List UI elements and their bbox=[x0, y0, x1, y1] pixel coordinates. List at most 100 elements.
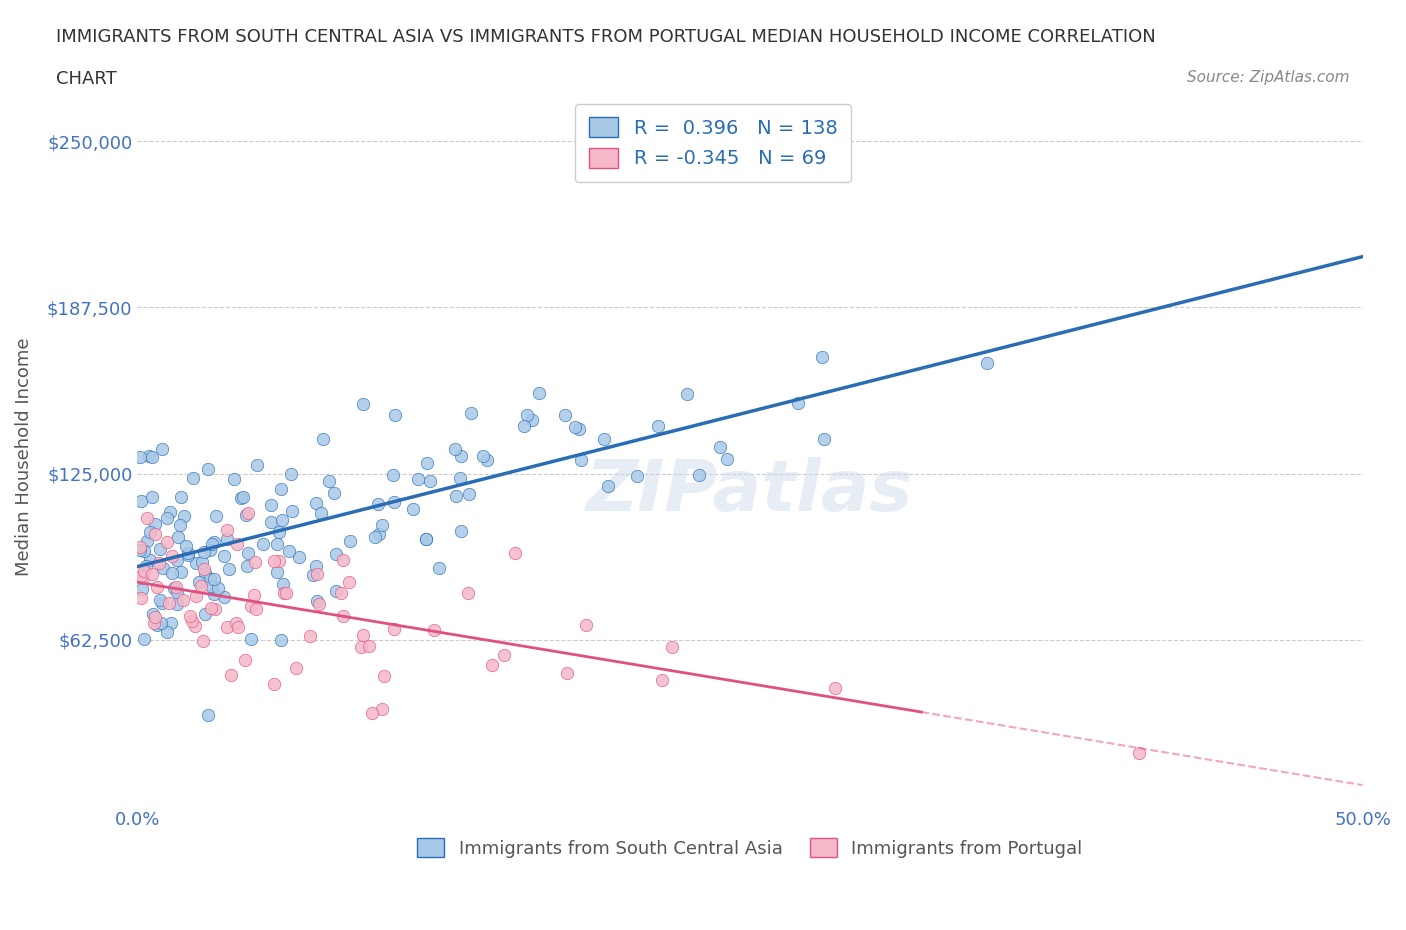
Point bbox=[236, 546, 259, 561]
Point bbox=[647, 418, 669, 433]
Point bbox=[305, 566, 328, 581]
Point bbox=[481, 658, 503, 673]
Point bbox=[150, 595, 173, 610]
Point bbox=[184, 589, 207, 604]
Point bbox=[143, 616, 166, 631]
Point bbox=[242, 588, 264, 603]
Point bbox=[709, 440, 731, 455]
Point bbox=[352, 627, 374, 642]
Point bbox=[626, 469, 648, 484]
Point bbox=[371, 517, 394, 532]
Point bbox=[132, 543, 155, 558]
Point bbox=[218, 562, 240, 577]
Point bbox=[651, 672, 673, 687]
Point bbox=[824, 681, 846, 696]
Point bbox=[529, 385, 551, 400]
Point bbox=[163, 581, 186, 596]
Point bbox=[512, 418, 534, 433]
Point bbox=[194, 606, 217, 621]
Point bbox=[1128, 745, 1150, 760]
Point bbox=[416, 456, 439, 471]
Point bbox=[136, 511, 159, 525]
Point bbox=[146, 579, 169, 594]
Point bbox=[149, 542, 172, 557]
Point bbox=[141, 566, 163, 581]
Point bbox=[200, 578, 222, 593]
Point bbox=[308, 597, 330, 612]
Point bbox=[226, 619, 249, 634]
Point bbox=[373, 669, 395, 684]
Point bbox=[811, 350, 834, 365]
Point bbox=[129, 568, 152, 583]
Point bbox=[159, 505, 181, 520]
Point bbox=[402, 501, 425, 516]
Point bbox=[352, 397, 374, 412]
Point bbox=[260, 515, 283, 530]
Point bbox=[169, 518, 191, 533]
Point bbox=[252, 537, 274, 551]
Point bbox=[246, 458, 269, 472]
Point bbox=[232, 489, 254, 504]
Point bbox=[201, 537, 224, 551]
Point bbox=[276, 585, 298, 600]
Point bbox=[555, 666, 578, 681]
Point bbox=[131, 494, 153, 509]
Point bbox=[240, 631, 263, 646]
Point bbox=[135, 534, 157, 549]
Point bbox=[128, 449, 150, 464]
Point bbox=[149, 593, 172, 608]
Point bbox=[166, 597, 188, 612]
Point bbox=[217, 523, 239, 538]
Point bbox=[155, 535, 177, 550]
Point bbox=[457, 486, 479, 501]
Point bbox=[170, 565, 193, 579]
Point bbox=[287, 550, 309, 565]
Point bbox=[172, 592, 194, 607]
Text: Source: ZipAtlas.com: Source: ZipAtlas.com bbox=[1187, 70, 1350, 85]
Point bbox=[190, 578, 212, 593]
Point bbox=[367, 526, 389, 541]
Point bbox=[564, 419, 586, 434]
Point bbox=[139, 525, 162, 539]
Point bbox=[449, 471, 471, 485]
Point bbox=[134, 564, 156, 578]
Point bbox=[360, 706, 382, 721]
Point bbox=[312, 432, 335, 446]
Point bbox=[225, 537, 247, 551]
Point bbox=[145, 517, 167, 532]
Point bbox=[267, 525, 290, 539]
Point bbox=[422, 623, 444, 638]
Point bbox=[492, 647, 515, 662]
Point bbox=[688, 468, 710, 483]
Point bbox=[139, 552, 162, 567]
Point bbox=[337, 575, 360, 590]
Point bbox=[183, 471, 205, 485]
Point bbox=[278, 543, 301, 558]
Point bbox=[141, 449, 163, 464]
Point bbox=[787, 395, 810, 410]
Y-axis label: Median Household Income: Median Household Income bbox=[15, 338, 32, 577]
Point bbox=[197, 707, 219, 722]
Point bbox=[520, 413, 543, 428]
Point bbox=[197, 461, 219, 476]
Point bbox=[384, 407, 406, 422]
Point bbox=[177, 546, 200, 561]
Point bbox=[152, 561, 174, 576]
Point bbox=[446, 488, 468, 503]
Point bbox=[180, 614, 202, 629]
Point bbox=[156, 625, 179, 640]
Point bbox=[160, 549, 183, 564]
Point bbox=[165, 579, 187, 594]
Point bbox=[298, 629, 321, 644]
Point bbox=[179, 609, 201, 624]
Point bbox=[141, 489, 163, 504]
Point bbox=[245, 602, 267, 617]
Point bbox=[138, 448, 160, 463]
Point bbox=[191, 633, 214, 648]
Point bbox=[330, 585, 353, 600]
Point bbox=[359, 639, 381, 654]
Point bbox=[716, 452, 738, 467]
Point bbox=[193, 544, 215, 559]
Point bbox=[339, 534, 361, 549]
Point bbox=[419, 473, 441, 488]
